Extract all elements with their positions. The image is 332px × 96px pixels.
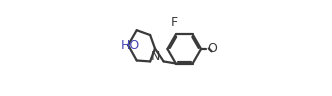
Text: O: O	[207, 42, 217, 55]
Text: N: N	[150, 50, 160, 63]
Text: HO: HO	[121, 39, 140, 52]
Text: F: F	[171, 16, 178, 29]
